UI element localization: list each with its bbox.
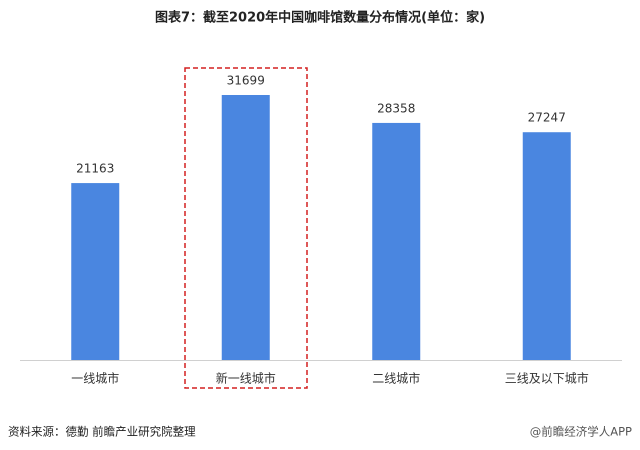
x-tick-label: 二线城市 <box>372 371 420 386</box>
value-label: 21163 <box>76 162 114 176</box>
x-tick-label: 新一线城市 <box>216 371 276 386</box>
bar <box>372 122 421 360</box>
x-tick-label: 三线及以下城市 <box>505 371 589 386</box>
value-label: 27247 <box>528 111 566 125</box>
highlight-box <box>184 67 308 389</box>
bar <box>522 132 571 360</box>
source-note: 资料来源：德勤 前瞻产业研究院整理 <box>8 425 196 439</box>
bar <box>71 183 120 360</box>
value-label: 28358 <box>377 101 415 115</box>
chart-title: 图表7：截至2020年中国咖啡馆数量分布情况(单位：家) <box>155 10 485 26</box>
x-tick-label: 一线城市 <box>71 371 119 386</box>
watermark: @前瞻经济学人APP <box>530 425 632 439</box>
bar <box>221 95 270 360</box>
value-label: 31699 <box>227 74 265 88</box>
